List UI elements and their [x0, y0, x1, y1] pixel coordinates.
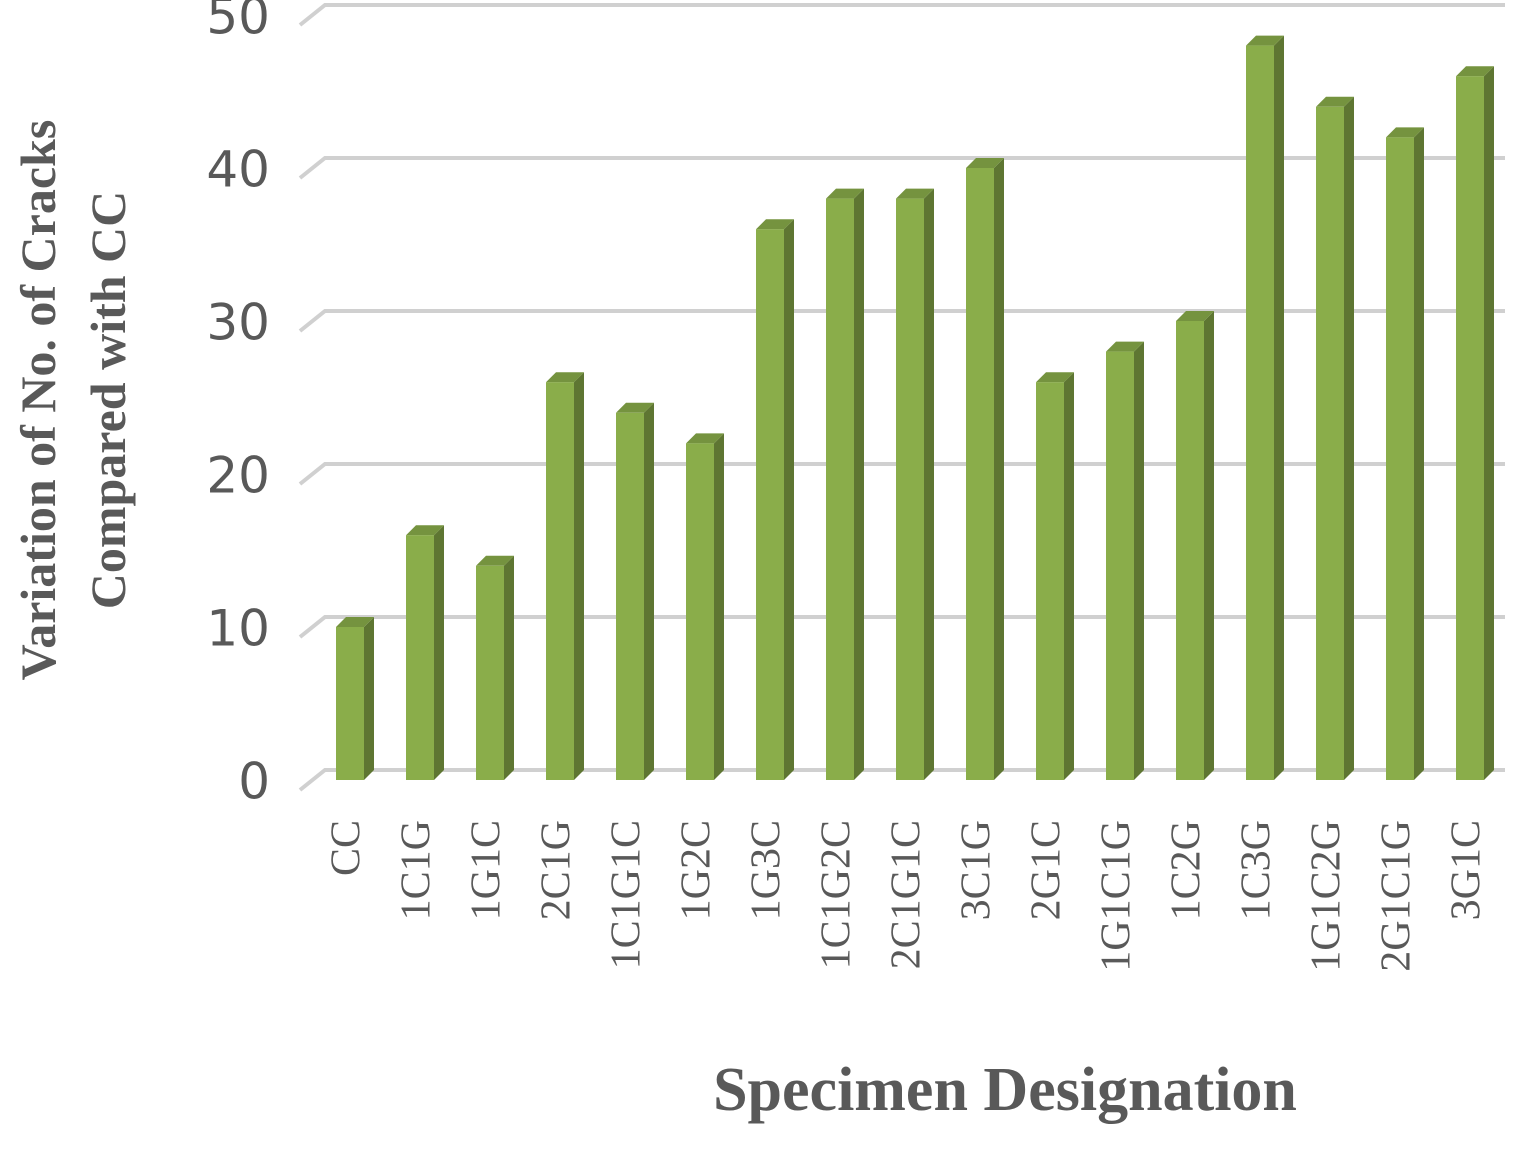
x-tick-label: 1C1G [394, 820, 440, 920]
bar [1316, 106, 1344, 781]
bar-side [504, 555, 514, 780]
bar-top [616, 402, 654, 413]
x-tick-label: 2C1G [534, 820, 580, 920]
bar-side [1064, 372, 1074, 780]
x-tick-label: 1G2C [674, 820, 720, 920]
bar-top [756, 219, 794, 230]
bar-top [686, 433, 724, 444]
bar-top [1106, 341, 1144, 352]
bar [336, 627, 364, 780]
bar-side [1414, 127, 1424, 780]
x-axis-title: Specimen Designation [713, 1056, 1297, 1124]
bar [1176, 321, 1204, 780]
bar [756, 229, 784, 780]
bar-top [336, 617, 374, 627]
bar [616, 412, 644, 780]
bar-side [1274, 35, 1284, 781]
bar-side [994, 158, 1004, 780]
bar [1386, 137, 1414, 780]
y-axis-title: Variation of No. of Cracks [10, 120, 66, 681]
bar [546, 382, 574, 780]
bar [686, 443, 714, 780]
bar-side [1484, 66, 1494, 780]
bar-top [1316, 96, 1354, 107]
y-tick-label: 40 [206, 141, 270, 199]
x-tick-label: 3G1C [1444, 820, 1490, 920]
x-tick-label: 2G1C1G [1374, 820, 1420, 972]
bar [1106, 351, 1134, 780]
bar-side [784, 219, 794, 780]
bar-side [574, 372, 584, 780]
bar-side [644, 402, 654, 780]
bar-side [434, 525, 444, 780]
bar-side [924, 188, 934, 781]
bar [826, 198, 854, 781]
x-tick-label: 1G1C1G [1094, 820, 1140, 972]
y-tick-label: 0 [238, 753, 270, 811]
y-tick-label: 20 [206, 447, 270, 505]
bar-top [406, 525, 444, 536]
bar-top [1456, 66, 1494, 77]
bar-top [546, 372, 584, 383]
bar [966, 168, 994, 780]
x-tick-label: 1C1G1C [604, 820, 650, 969]
x-tick-label: 1G1C [464, 820, 510, 920]
x-tick-label: 2G1C [1024, 820, 1070, 920]
bar-top [966, 158, 1004, 168]
bar [1036, 382, 1064, 780]
x-tick-label: 1C2G [1164, 820, 1210, 920]
bar-top [476, 555, 514, 566]
bar-side [364, 617, 374, 780]
x-tick-label: 3C1G [954, 820, 1000, 920]
y-tick-label: 30 [206, 294, 270, 352]
bar [1456, 76, 1484, 780]
bar-top [896, 188, 934, 199]
bar-side [714, 433, 724, 780]
bar [406, 535, 434, 780]
bar-side [1344, 96, 1354, 781]
x-tick-label: 1G1C2G [1304, 820, 1350, 972]
x-tick-label: 1G3C [744, 820, 790, 920]
bar-top [826, 188, 864, 199]
y-tick-label: 10 [206, 600, 270, 658]
grid-line [298, 156, 1505, 180]
bar-top [1386, 127, 1424, 138]
bar-side [1134, 341, 1144, 780]
y-axis-title: Compared with CC [80, 191, 136, 610]
bar [476, 565, 504, 780]
x-tick-label: 2C1G1C [884, 820, 930, 969]
bar-top [1176, 311, 1214, 321]
x-tick-label: 1C3G [1234, 820, 1280, 920]
grid-line [298, 309, 1505, 333]
bar [1246, 45, 1274, 781]
x-tick-label: 1C1G2C [814, 820, 860, 969]
bar-side [1204, 311, 1214, 780]
bar-top [1246, 35, 1284, 46]
bar [896, 198, 924, 781]
bar-side [854, 188, 864, 781]
grid-line [298, 2, 1505, 27]
x-tick-label: CC [324, 820, 370, 876]
bar-top [1036, 372, 1074, 383]
y-tick-label: 50 [206, 0, 270, 46]
